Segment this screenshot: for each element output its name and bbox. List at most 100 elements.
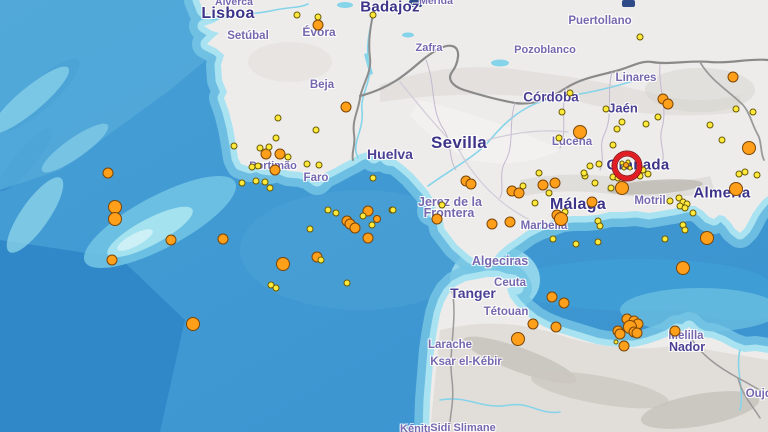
earthquake-marker[interactable]	[558, 108, 566, 116]
earthquake-marker[interactable]	[627, 165, 633, 171]
earthquake-marker[interactable]	[681, 226, 689, 234]
earthquake-marker[interactable]	[644, 170, 652, 178]
earthquake-marker[interactable]	[256, 144, 264, 152]
earthquake-marker[interactable]	[315, 161, 323, 169]
earthquake-marker[interactable]	[666, 197, 674, 205]
earthquake-marker[interactable]	[486, 218, 498, 230]
earthquake-marker[interactable]	[513, 187, 525, 199]
earthquake-marker[interactable]	[266, 184, 274, 192]
earthquake-marker[interactable]	[293, 11, 301, 19]
earthquake-marker[interactable]	[106, 254, 118, 266]
earthquake-marker[interactable]	[369, 174, 377, 182]
earthquake-marker[interactable]	[465, 178, 477, 190]
earthquake-marker[interactable]	[527, 318, 539, 330]
earthquake-marker[interactable]	[265, 143, 273, 151]
earthquake-marker[interactable]	[272, 134, 280, 142]
earthquake-marker[interactable]	[535, 169, 543, 177]
earthquake-marker[interactable]	[618, 340, 630, 352]
earthquake-marker[interactable]	[602, 105, 610, 113]
earthquake-marker[interactable]	[369, 11, 377, 19]
earthquake-marker[interactable]	[546, 291, 558, 303]
earthquake-marker[interactable]	[549, 177, 561, 189]
earthquake-marker[interactable]	[572, 240, 580, 248]
earthquake-marker[interactable]	[654, 113, 662, 121]
earthquake-marker[interactable]	[504, 216, 516, 228]
earthquake-marker[interactable]	[359, 212, 367, 220]
earthquake-marker[interactable]	[276, 257, 290, 271]
earthquake-marker[interactable]	[312, 126, 320, 134]
earthquake-marker[interactable]	[558, 297, 570, 309]
earthquake-marker[interactable]	[675, 194, 683, 202]
earthquake-marker[interactable]	[531, 199, 539, 207]
earthquake-marker[interactable]	[613, 125, 621, 133]
earthquake-marker[interactable]	[362, 205, 374, 217]
earthquake-marker[interactable]	[586, 196, 598, 208]
earthquake-marker[interactable]	[550, 321, 562, 333]
earthquake-marker[interactable]	[389, 206, 397, 214]
earthquake-marker[interactable]	[573, 125, 587, 139]
earthquake-marker[interactable]	[614, 328, 626, 340]
earthquake-marker[interactable]	[306, 225, 314, 233]
earthquake-marker[interactable]	[662, 98, 674, 110]
earthquake-marker[interactable]	[545, 189, 553, 197]
earthquake-marker[interactable]	[431, 213, 443, 225]
earthquake-marker[interactable]	[661, 235, 669, 243]
earthquake-marker[interactable]	[591, 179, 599, 187]
earthquake-marker[interactable]	[595, 160, 603, 168]
earthquake-marker[interactable]	[623, 162, 629, 168]
earthquake-marker[interactable]	[312, 19, 324, 31]
earthquake-marker[interactable]	[272, 284, 280, 292]
earthquake-marker[interactable]	[618, 118, 626, 126]
earthquake-marker[interactable]	[727, 71, 739, 83]
earthquake-marker[interactable]	[596, 222, 604, 230]
earthquake-marker[interactable]	[254, 162, 262, 170]
earthquake-marker[interactable]	[368, 221, 376, 229]
earthquake-marker[interactable]	[586, 162, 594, 170]
earthquake-marker[interactable]	[238, 179, 246, 187]
earthquake-marker[interactable]	[248, 163, 256, 171]
earthquake-marker[interactable]	[303, 160, 311, 168]
earthquake-marker[interactable]	[555, 134, 563, 142]
earthquake-marker[interactable]	[343, 279, 351, 287]
earthquake-marker[interactable]	[186, 317, 200, 331]
earthquake-marker[interactable]	[741, 168, 749, 176]
earthquake-marker[interactable]	[594, 238, 602, 246]
earthquake-marker[interactable]	[554, 212, 568, 226]
earthquake-marker[interactable]	[631, 327, 643, 339]
earthquake-marker[interactable]	[537, 179, 549, 191]
earthquake-marker[interactable]	[676, 261, 690, 275]
earthquake-marker[interactable]	[284, 153, 292, 161]
earthquake-marker[interactable]	[613, 339, 619, 345]
earthquake-marker[interactable]	[615, 181, 629, 195]
earthquake-marker[interactable]	[362, 232, 374, 244]
earthquake-marker[interactable]	[749, 108, 757, 116]
earthquake-marker[interactable]	[729, 182, 743, 196]
earthquake-marker[interactable]	[642, 120, 650, 128]
earthquake-marker[interactable]	[732, 105, 740, 113]
earthquake-marker[interactable]	[340, 101, 352, 113]
earthquake-marker[interactable]	[261, 178, 269, 186]
earthquake-marker[interactable]	[681, 204, 689, 212]
earthquake-marker[interactable]	[269, 164, 281, 176]
earthquake-marker[interactable]	[566, 89, 574, 97]
earthquake-cluster-ring[interactable]	[612, 151, 642, 181]
earthquake-marker[interactable]	[549, 235, 557, 243]
earthquake-marker[interactable]	[718, 136, 726, 144]
earthquake-marker[interactable]	[636, 33, 644, 41]
earthquake-marker[interactable]	[669, 325, 681, 337]
earthquake-marker[interactable]	[706, 121, 714, 129]
earthquake-marker[interactable]	[609, 141, 617, 149]
earthquake-marker[interactable]	[102, 167, 114, 179]
earthquake-marker[interactable]	[252, 177, 260, 185]
earthquake-marker[interactable]	[332, 209, 340, 217]
earthquake-marker[interactable]	[438, 201, 446, 209]
earthquake-marker[interactable]	[108, 212, 122, 226]
earthquake-marker[interactable]	[165, 234, 177, 246]
earthquake-marker[interactable]	[742, 141, 756, 155]
earthquake-marker[interactable]	[349, 222, 361, 234]
earthquake-marker[interactable]	[217, 233, 229, 245]
earthquake-marker[interactable]	[700, 231, 714, 245]
earthquake-marker[interactable]	[689, 209, 697, 217]
earthquake-marker[interactable]	[511, 332, 525, 346]
